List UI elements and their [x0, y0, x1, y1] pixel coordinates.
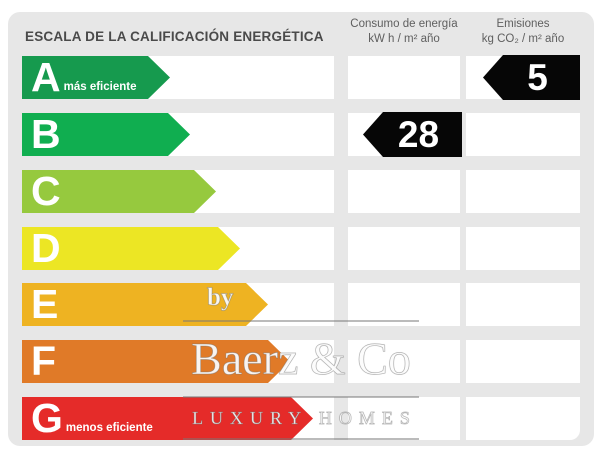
rating-arrow-e: E	[22, 283, 268, 326]
rating-arrow-g: G menos eficiente	[22, 397, 313, 440]
emisiones-cell	[466, 283, 580, 326]
emisiones-cell	[466, 397, 580, 440]
consumo-header-line1: Consumo de energía	[350, 18, 458, 30]
emisiones-value: 5	[527, 56, 548, 98]
rating-label-g: menos eficiente	[65, 422, 153, 434]
rating-letter-g: G	[31, 395, 63, 441]
rating-arrow-d: D	[22, 227, 240, 270]
emisiones-header-line1: Emisiones	[496, 18, 550, 30]
consumo-cell	[348, 170, 460, 213]
consumo-value: 28	[397, 113, 440, 155]
rating-letter-b: B	[31, 111, 61, 157]
emisiones-cell	[466, 227, 580, 270]
consumo-cell	[348, 56, 460, 99]
rating-arrow-a: A más eficiente	[22, 56, 170, 99]
emisiones-value-badge: 5	[483, 55, 580, 100]
rating-letter-a: A	[31, 54, 61, 100]
emisiones-cell	[466, 113, 580, 156]
rating-arrow-f: F	[22, 340, 290, 383]
consumo-value-badge: 28	[363, 112, 462, 157]
consumo-cell	[348, 340, 460, 383]
emisiones-cell	[466, 340, 580, 383]
consumo-cell	[348, 397, 460, 440]
rating-letter-d: D	[31, 225, 61, 271]
emisiones-header-line2: kg CO₂ / m² año	[481, 33, 565, 45]
rating-letter-e: E	[31, 281, 59, 327]
consumo-column-header: Consumo de energía kW h / m² año	[340, 17, 468, 47]
rating-arrow-b: B	[22, 113, 190, 156]
emisiones-cell	[466, 170, 580, 213]
consumo-cell	[348, 227, 460, 270]
consumo-header-line2: kW h / m² año	[368, 33, 440, 45]
rating-arrow-c: C	[22, 170, 216, 213]
scale-title: ESCALA DE LA CALIFICACIÓN ENERGÉTICA	[25, 29, 324, 44]
emisiones-column-header: Emisiones kg CO₂ / m² año	[462, 17, 584, 47]
consumo-cell	[348, 283, 460, 326]
rating-letter-c: C	[31, 168, 61, 214]
rating-label-a: más eficiente	[63, 81, 137, 93]
rating-letter-f: F	[31, 338, 57, 384]
